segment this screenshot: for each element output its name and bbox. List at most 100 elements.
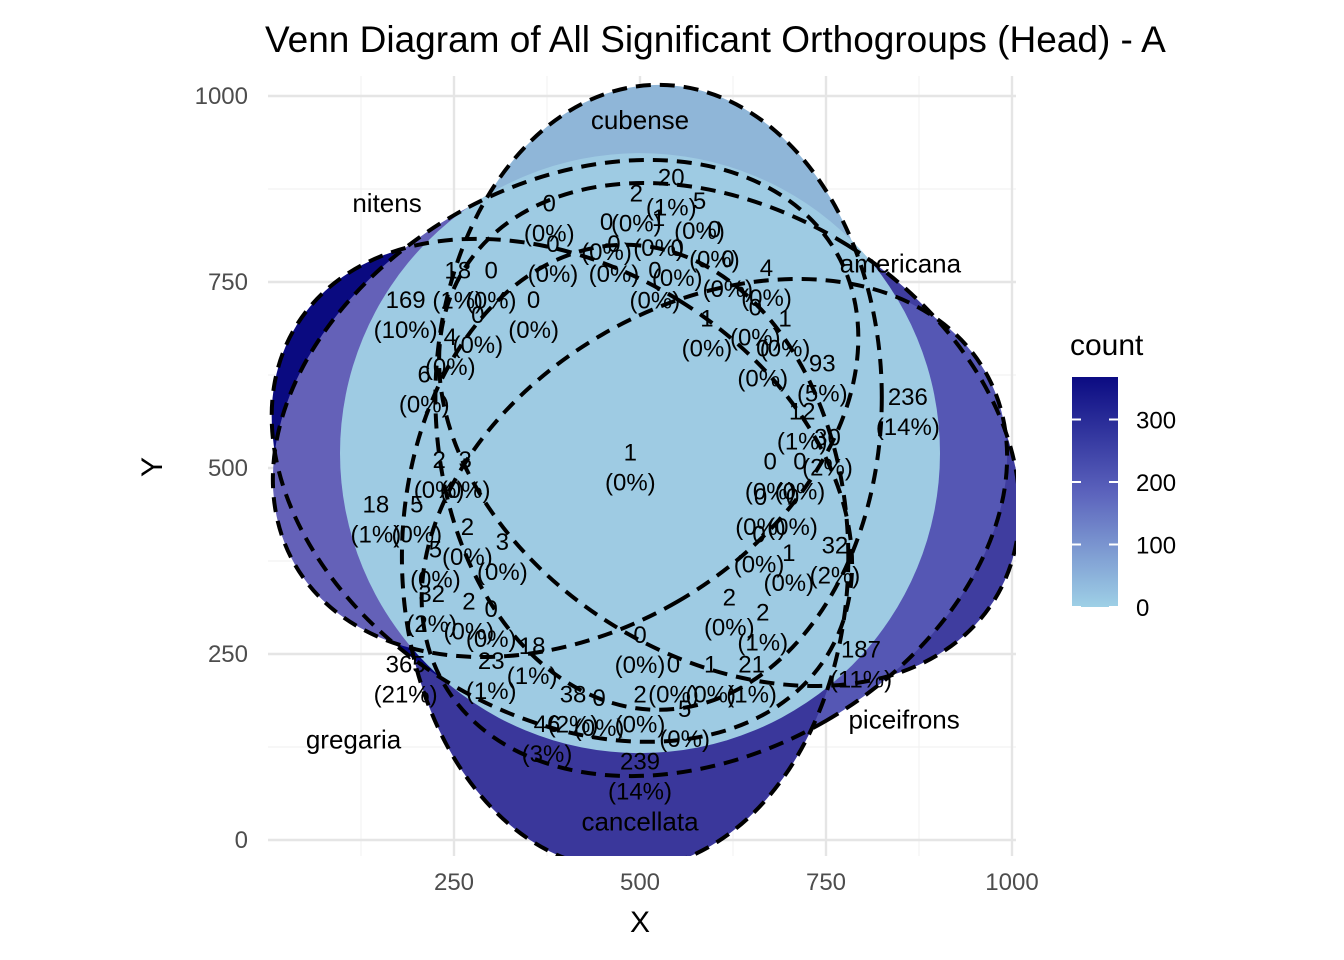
set-outline-gregaria — [269, 236, 855, 744]
region-label: 2 (0%) — [704, 585, 755, 642]
region-label: 169 (10%) — [374, 287, 438, 344]
x-tick-label: 750 — [806, 869, 846, 896]
region-label: 3 (0%) — [477, 529, 528, 586]
region-label: 0 (0%) — [524, 190, 575, 247]
legend: count 0 100 200 300 — [1070, 329, 1176, 622]
region-label: 6 (0%) — [399, 361, 450, 418]
region-label: 2 (0%) — [414, 447, 465, 504]
region-label: 38 (2%) — [548, 681, 599, 738]
region-label: 2 (0%) — [444, 588, 495, 645]
region-label: 0 (0%) — [574, 685, 625, 742]
legend-title: count — [1070, 329, 1144, 362]
y-tick-label: 1000 — [195, 83, 248, 110]
x-axis-ticks: 250 500 750 1000 — [434, 869, 1039, 896]
region-label: 0 (0%) — [581, 209, 632, 266]
region-label: 2 (0%) — [442, 514, 493, 571]
region-label: 2 (0%) — [615, 681, 666, 738]
legend-colorbar — [1072, 377, 1118, 607]
region-label: 187 (11%) — [830, 637, 892, 694]
y-axis-ticks: 0 250 500 750 1000 — [195, 83, 248, 854]
region-label: 0 (0%) — [735, 484, 786, 541]
region-label: 0 (0%) — [689, 216, 740, 273]
region-label: 0 (0%) — [466, 596, 517, 653]
x-tick-label: 500 — [620, 869, 660, 896]
set-outlines — [269, 82, 1016, 856]
region-label: 0 (0%) — [775, 448, 826, 505]
region-label: 4 (0%) — [425, 324, 476, 381]
set-label-piceifrons: piceifrons — [848, 704, 959, 734]
set-label-americana: americana — [840, 248, 962, 278]
region-label: 0 (0%) — [737, 335, 788, 392]
region-label: 239 (14%) — [608, 748, 672, 805]
region-label: 20 (1%) — [646, 164, 697, 221]
y-tick-label: 0 — [235, 827, 248, 854]
region-label: 1 (0%) — [685, 652, 736, 709]
region-label: 2 (1%) — [737, 600, 788, 657]
y-tick-label: 250 — [208, 641, 248, 668]
region-fills — [271, 84, 1016, 856]
legend-tick-label: 0 — [1136, 595, 1149, 622]
region-label: 0 (0%) — [767, 484, 818, 541]
region-label: 0 (0%) — [508, 287, 559, 344]
region-label: 2 (0%) — [611, 181, 662, 238]
set-label-gregaria: gregaria — [306, 725, 402, 755]
region-label: 5 (0%) — [674, 188, 725, 245]
x-tick-label: 250 — [434, 869, 474, 896]
region-label: 0 (0%) — [730, 294, 781, 351]
region-label: 0 (0%) — [734, 521, 785, 578]
legend-ticks: 0 100 200 300 — [1072, 408, 1176, 622]
y-axis-title: Y — [136, 457, 169, 477]
region-label: 0 (0%) — [589, 231, 640, 288]
x-tick-label: 1000 — [985, 869, 1038, 896]
chart-title: Venn Diagram of All Significant Orthogro… — [265, 19, 1166, 60]
region-label: 1 (0%) — [633, 205, 684, 262]
region-label: 3 (0%) — [440, 447, 491, 504]
region-label: 236 (14%) — [876, 384, 940, 441]
region-label: 0 (0%) — [630, 257, 681, 314]
region-label: 4 (0%) — [741, 255, 792, 312]
y-tick-label: 750 — [208, 269, 248, 296]
region-label: 0 (0%) — [466, 257, 517, 314]
region-label: 0 (0%) — [452, 302, 503, 359]
set-outline-piceifrons — [419, 276, 1010, 779]
region-label: 365 (21%) — [374, 652, 438, 709]
region-label: 0 (0%) — [745, 448, 796, 505]
region-label: 23 (1%) — [466, 648, 517, 705]
region-label: 12 (1%) — [777, 399, 828, 456]
region-label: 46 (3%) — [522, 711, 573, 768]
region-label: 1 (0%) — [760, 306, 811, 363]
legend-tick-label: 300 — [1136, 408, 1176, 435]
region-label: 18 (1%) — [432, 257, 483, 314]
x-axis-title: X — [630, 906, 650, 939]
region-label: 1 (0%) — [682, 306, 733, 363]
region-label: 93 (5%) — [797, 350, 848, 407]
region-label: 0 (0%) — [648, 652, 699, 709]
region-label: 5 (0%) — [391, 492, 442, 549]
region-label: 18 (1%) — [507, 633, 558, 690]
set-label-nitens: nitens — [352, 188, 421, 218]
region-label: 32 (2%) — [406, 581, 457, 638]
set-outline-cancellata — [399, 242, 851, 856]
region-label: 0 (0%) — [528, 231, 579, 288]
y-tick-label: 500 — [208, 455, 248, 482]
legend-tick-label: 100 — [1136, 533, 1176, 560]
region-label: 21 (1%) — [726, 652, 777, 709]
region-label: 1 (0%) — [605, 440, 656, 497]
set-outline-americana — [437, 181, 1016, 689]
region-label: 5 (0%) — [659, 696, 710, 753]
region-label: 1 (0%) — [763, 540, 814, 597]
region-label: 0 (0%) — [652, 235, 703, 292]
set-label-cancellata: cancellata — [581, 806, 699, 836]
region-labels: 1 (0%)20 (1%)236 (14%)187 (11%)239 (14%)365 (2… — [351, 164, 940, 805]
set-label-cubense: cubense — [591, 105, 689, 135]
set-labels: cubense americana piceifrons cancellata greg… — [306, 105, 962, 837]
region-label: 0 (0%) — [702, 246, 753, 303]
region-label: 30 (2%) — [802, 425, 853, 482]
region-label: 5 (0%) — [410, 536, 461, 593]
region-label: 32 (2%) — [810, 533, 861, 590]
region-label: 0 (0%) — [615, 622, 666, 679]
legend-tick-label: 200 — [1136, 470, 1176, 497]
region-label: 18 (1%) — [351, 492, 402, 549]
set-outline-nitens — [270, 157, 861, 660]
